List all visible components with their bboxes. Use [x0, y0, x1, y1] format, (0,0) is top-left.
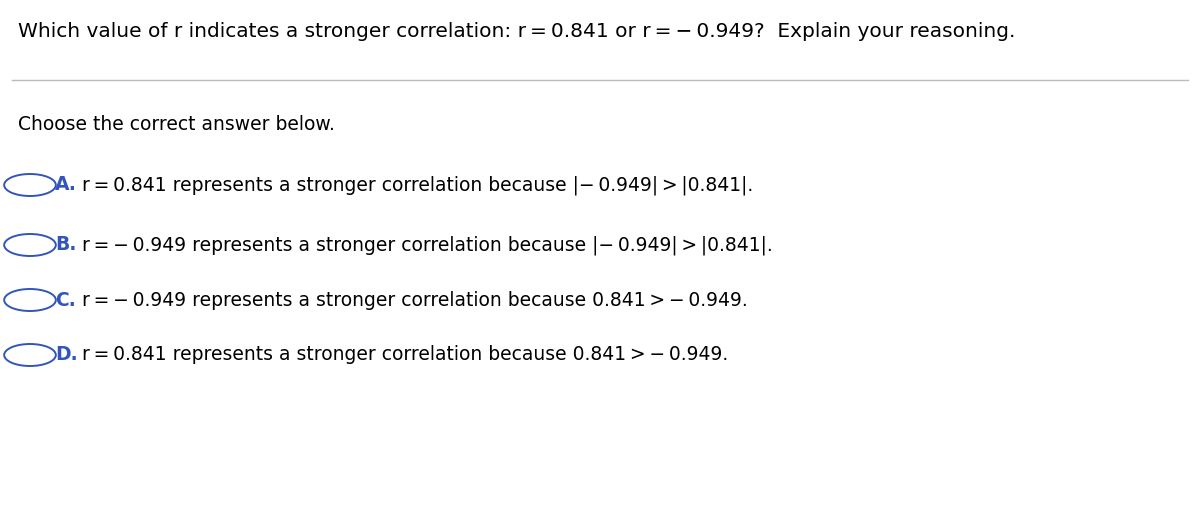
Text: r = − 0.949 represents a stronger correlation because 0.841 > − 0.949.: r = − 0.949 represents a stronger correl…: [82, 290, 748, 310]
Text: D.: D.: [55, 345, 78, 364]
Text: r = − 0.949 represents a stronger correlation because |− 0.949| > |0.841|.: r = − 0.949 represents a stronger correl…: [82, 235, 773, 255]
Text: r = 0.841 represents a stronger correlation because |− 0.949| > |0.841|.: r = 0.841 represents a stronger correlat…: [82, 175, 754, 195]
Text: r = 0.841 represents a stronger correlation because 0.841 > − 0.949.: r = 0.841 represents a stronger correlat…: [82, 345, 728, 364]
Text: B.: B.: [55, 236, 77, 254]
Text: C.: C.: [55, 290, 76, 310]
Text: A.: A.: [55, 175, 77, 195]
Text: Choose the correct answer below.: Choose the correct answer below.: [18, 115, 335, 134]
Text: Which value of r indicates a stronger correlation: r = 0.841 or r = − 0.949?  Ex: Which value of r indicates a stronger co…: [18, 22, 1015, 41]
